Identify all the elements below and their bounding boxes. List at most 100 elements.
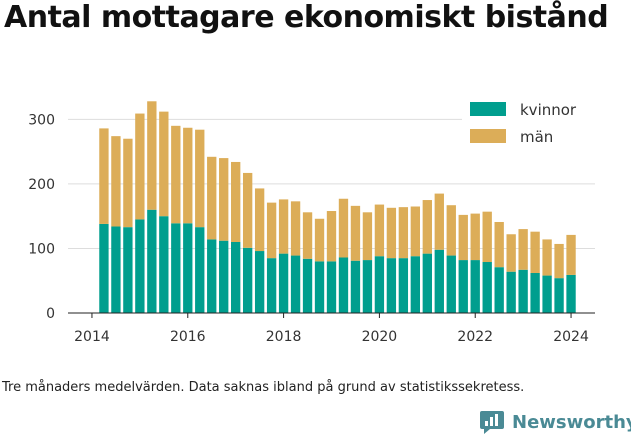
bar-man-18 xyxy=(314,218,325,262)
bar-man-23 xyxy=(374,204,385,257)
newsworthy-logo: Newsworthy xyxy=(478,408,631,436)
x-tick-label-2018: 2018 xyxy=(266,329,302,345)
bar-kvinnor-38 xyxy=(554,278,564,313)
bar-kvinnor-1 xyxy=(111,226,121,313)
legend-label-1: män xyxy=(520,128,553,146)
bar-man-20 xyxy=(338,198,349,258)
y-tick-label-300: 300 xyxy=(28,112,55,128)
bar-kvinnor-5 xyxy=(159,216,169,313)
bar-man-36 xyxy=(530,231,540,273)
bar-man-2 xyxy=(123,138,133,228)
bar-man-24 xyxy=(386,207,397,259)
bar-man-1 xyxy=(111,136,121,227)
bar-kvinnor-14 xyxy=(266,258,277,313)
bar-man-22 xyxy=(362,212,373,261)
bar-man-33 xyxy=(494,221,504,268)
x-tick-label-2016: 2016 xyxy=(170,329,206,345)
bar-kvinnor-8 xyxy=(195,227,205,313)
bar-man-17 xyxy=(302,212,313,259)
bar-man-6 xyxy=(171,125,181,224)
x-tick-label-2020: 2020 xyxy=(362,329,398,345)
y-tick-label-100: 100 xyxy=(28,241,55,257)
bar-kvinnor-12 xyxy=(242,247,253,313)
bar-man-4 xyxy=(147,101,157,210)
bar-man-35 xyxy=(518,229,528,270)
bar-kvinnor-31 xyxy=(470,260,480,313)
chart-caption: Tre månaders medelvärden. Data saknas ib… xyxy=(2,380,525,395)
bar-kvinnor-27 xyxy=(422,253,432,313)
bar-kvinnor-6 xyxy=(171,223,181,313)
bar-kvinnor-29 xyxy=(446,255,456,313)
bar-kvinnor-20 xyxy=(338,257,349,313)
bar-man-19 xyxy=(326,211,337,262)
bar-kvinnor-37 xyxy=(542,275,552,313)
bar-kvinnor-25 xyxy=(398,258,409,313)
bar-man-30 xyxy=(458,214,468,261)
bar-kvinnor-15 xyxy=(278,253,289,313)
bar-man-31 xyxy=(470,213,480,261)
bar-man-7 xyxy=(183,127,193,224)
bar-man-13 xyxy=(254,188,265,252)
bar-man-39 xyxy=(566,234,576,275)
bar-man-26 xyxy=(410,206,421,257)
bar-man-21 xyxy=(350,205,361,261)
chart-title: Antal mottagare ekonomiskt bistånd xyxy=(4,0,609,35)
chart-area: 0 100 200 300 2014 2016 2018 2020 2022 2024 kvinno… xyxy=(28,101,595,345)
bar-man-10 xyxy=(219,158,229,241)
legend-swatch-1 xyxy=(470,129,506,143)
bar-kvinnor-32 xyxy=(482,262,492,313)
x-tick-label-2022: 2022 xyxy=(457,329,493,345)
bar-man-28 xyxy=(434,193,444,250)
bar-kvinnor-24 xyxy=(386,258,397,313)
bar-kvinnor-36 xyxy=(530,272,540,313)
bar-kvinnor-17 xyxy=(302,258,313,313)
legend-swatch-0 xyxy=(470,102,506,116)
bar-kvinnor-35 xyxy=(518,269,528,313)
bar-man-3 xyxy=(135,113,145,220)
bar-man-38 xyxy=(554,243,564,279)
bar-man-29 xyxy=(446,205,456,256)
bar-kvinnor-13 xyxy=(254,251,265,313)
bar-kvinnor-0 xyxy=(99,223,109,313)
bar-man-34 xyxy=(506,234,516,272)
bar-kvinnor-39 xyxy=(566,274,576,313)
legend-label-0: kvinnor xyxy=(520,101,577,119)
bar-kvinnor-3 xyxy=(135,219,145,313)
bar-man-0 xyxy=(99,128,109,224)
x-tick-label-2014: 2014 xyxy=(74,329,110,345)
bar-kvinnor-33 xyxy=(494,267,504,313)
bar-man-32 xyxy=(482,211,492,263)
bar-kvinnor-21 xyxy=(350,260,361,313)
bar-kvinnor-11 xyxy=(231,242,241,313)
bar-man-9 xyxy=(207,156,217,240)
bar-kvinnor-23 xyxy=(374,256,385,313)
bar-man-11 xyxy=(231,161,241,242)
bar-kvinnor-30 xyxy=(458,260,468,313)
bar-kvinnor-22 xyxy=(362,260,373,313)
bar-kvinnor-19 xyxy=(326,261,337,313)
bar-kvinnor-10 xyxy=(219,240,229,313)
brand-name: Newsworthy xyxy=(512,411,631,433)
bar-kvinnor-2 xyxy=(123,227,133,313)
bar-kvinnor-9 xyxy=(207,239,217,313)
bar-man-8 xyxy=(195,129,205,228)
bar-man-5 xyxy=(159,111,169,217)
bar-kvinnor-34 xyxy=(506,271,516,313)
y-tick-label-200: 200 xyxy=(28,177,55,193)
x-tick-label-2024: 2024 xyxy=(553,329,589,345)
bar-kvinnor-26 xyxy=(410,256,421,313)
newsworthy-chart-bubble-icon xyxy=(480,411,504,434)
bar-man-15 xyxy=(278,199,289,254)
bar-kvinnor-16 xyxy=(290,255,301,313)
bar-kvinnor-7 xyxy=(183,223,193,313)
bar-man-14 xyxy=(266,202,277,259)
bar-kvinnor-28 xyxy=(434,249,444,313)
bar-kvinnor-18 xyxy=(314,261,325,313)
bar-kvinnor-4 xyxy=(147,209,157,313)
bar-man-25 xyxy=(398,207,409,259)
bar-man-16 xyxy=(290,201,301,256)
bar-man-12 xyxy=(242,172,253,248)
y-tick-label-0: 0 xyxy=(46,306,55,322)
bar-man-27 xyxy=(422,200,432,254)
bar-man-37 xyxy=(542,239,552,276)
